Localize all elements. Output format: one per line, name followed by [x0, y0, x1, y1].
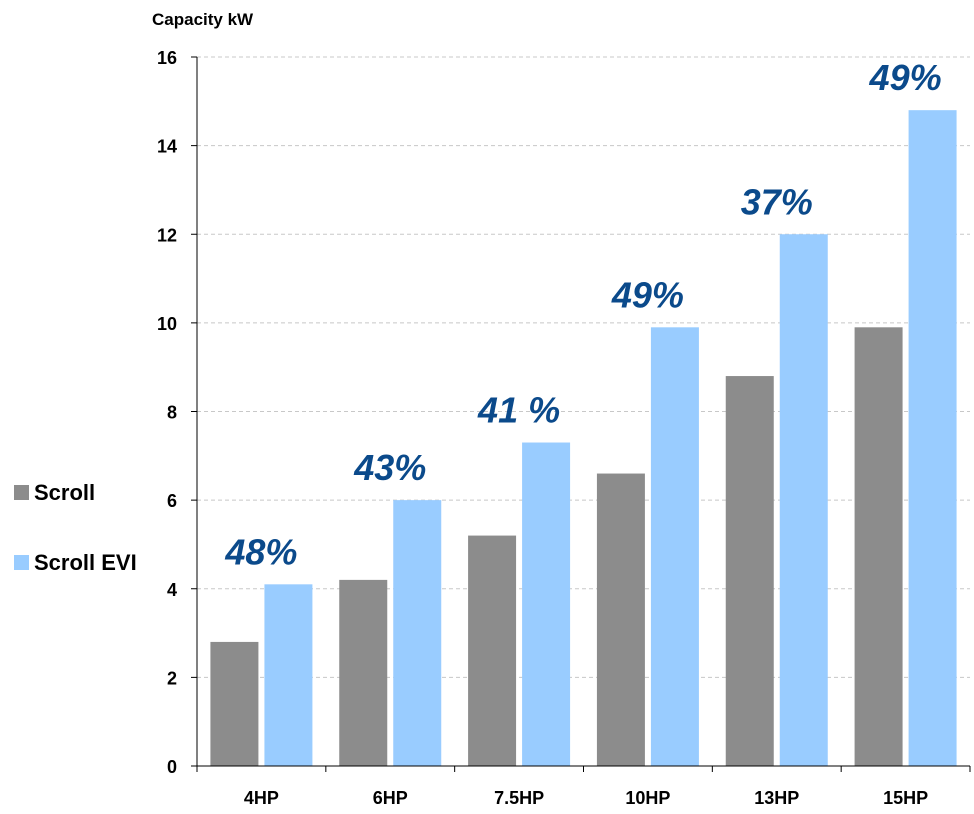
bar-scroll-evi [779, 234, 828, 766]
legend-swatch-scroll [14, 485, 29, 500]
bar-scroll-evi [393, 500, 442, 766]
x-tick-label: 15HP [883, 788, 928, 808]
y-tick-label: 4 [167, 580, 177, 600]
legend-item-scroll: Scroll [14, 478, 144, 508]
bar-scroll-evi [264, 584, 313, 766]
percent-increase-label: 49% [869, 57, 942, 98]
y-tick-label: 12 [157, 225, 177, 245]
percent-increase-label: 37% [741, 181, 813, 222]
legend-item-scroll-evi: Scroll EVI [14, 548, 144, 578]
bar-scroll-evi [522, 442, 571, 766]
percent-increase-label: 41 % [477, 390, 560, 431]
percent-increase-label: 48% [224, 531, 297, 572]
y-tick-label: 16 [157, 48, 177, 68]
y-tick-label: 14 [157, 137, 177, 157]
x-tick-label: 4HP [244, 788, 279, 808]
bar-scroll-evi [650, 327, 699, 766]
y-tick-label: 0 [167, 757, 177, 777]
x-tick-label: 6HP [373, 788, 408, 808]
legend-label-scroll-evi: Scroll EVI [34, 550, 137, 575]
legend-label-scroll: Scroll [34, 480, 96, 505]
bar-scroll [854, 327, 903, 766]
bar-scroll [210, 641, 259, 766]
bar-scroll [725, 376, 774, 766]
bar-scroll-evi [908, 110, 957, 767]
x-tick-label: 7.5HP [494, 788, 544, 808]
bar-scroll [596, 473, 645, 766]
legend-swatch-scroll-evi [14, 555, 29, 570]
y-tick-label: 8 [167, 403, 177, 423]
x-tick-label: 13HP [754, 788, 799, 808]
percent-increase-label: 49% [611, 274, 684, 315]
percent-increase-label: 43% [353, 447, 426, 488]
bar-scroll [468, 535, 517, 766]
y-tick-label: 10 [157, 314, 177, 334]
y-tick-label: 2 [167, 668, 177, 688]
y-tick-label: 6 [167, 491, 177, 511]
bar-scroll [339, 579, 388, 766]
y-axis-label: Capacity kW [152, 10, 254, 29]
x-tick-label: 10HP [625, 788, 670, 808]
